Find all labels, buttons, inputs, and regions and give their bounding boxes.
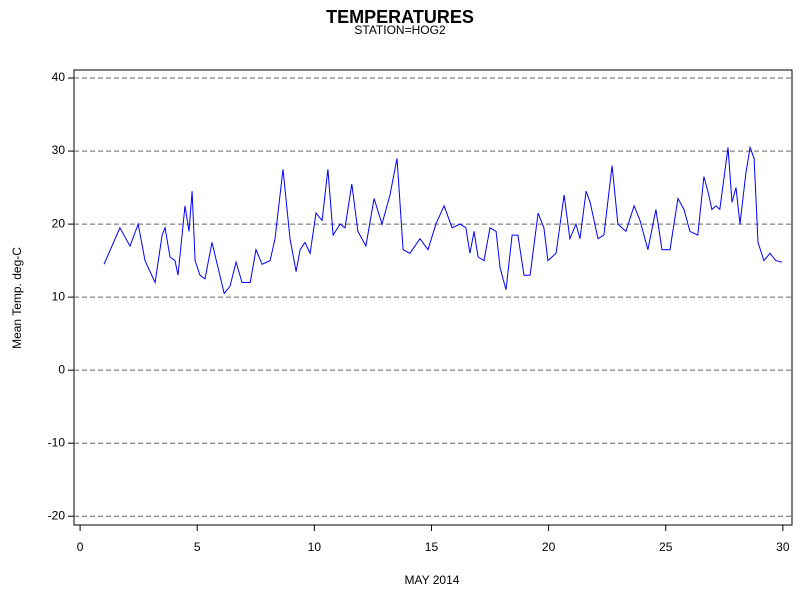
y-axis-label: Mean Temp. deg-C <box>10 247 24 349</box>
chart-title: TEMPERATURES <box>326 7 474 27</box>
x-tick-label: 25 <box>659 540 673 554</box>
x-axis-label: MAY 2014 <box>405 573 460 587</box>
y-tick-label: 40 <box>52 70 66 84</box>
x-tick-label: 5 <box>194 540 201 554</box>
chart-subtitle: STATION=HOG2 <box>354 23 446 37</box>
y-tick-label: -10 <box>48 435 66 449</box>
y-tick-label: 30 <box>52 143 66 157</box>
y-tick-label: 0 <box>58 362 65 376</box>
x-tick-label: 15 <box>425 540 439 554</box>
y-tick-label: 10 <box>52 289 66 303</box>
x-tick-label: 20 <box>542 540 556 554</box>
line-series <box>103 145 783 295</box>
y-tick-label: 20 <box>52 216 66 230</box>
x-tick-label: 10 <box>308 540 322 554</box>
x-tick-label: 0 <box>77 540 84 554</box>
y-tick-label: -20 <box>48 508 66 522</box>
x-tick-label: 30 <box>776 540 790 554</box>
